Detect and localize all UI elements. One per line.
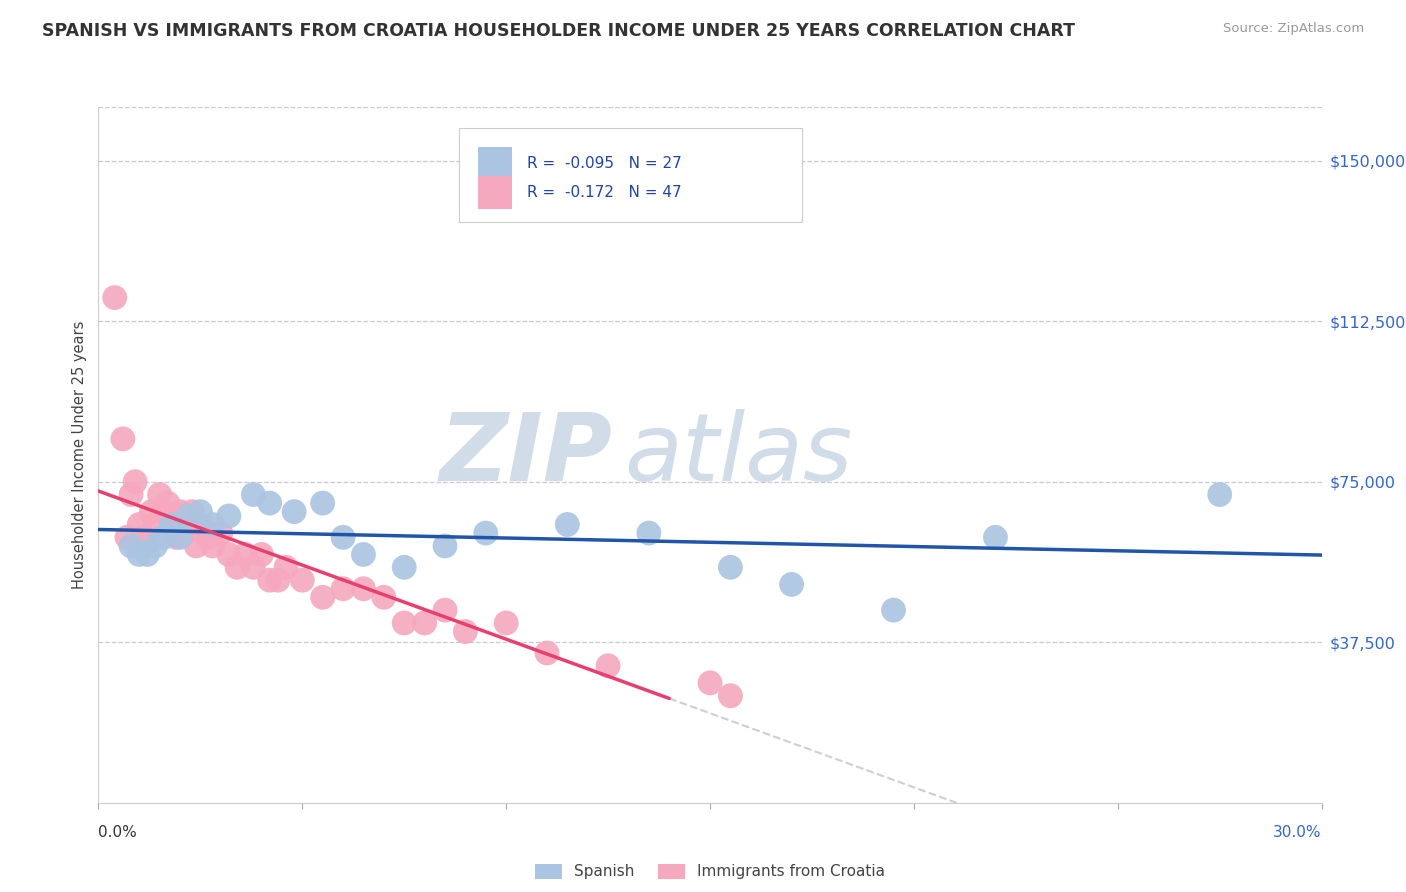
Point [332, 530, 354, 544]
Point [555, 517, 579, 532]
Point [141, 505, 163, 519]
Point [156, 496, 179, 510]
Point [120, 487, 142, 501]
Point [883, 603, 905, 617]
Point [111, 432, 134, 446]
Text: SPANISH VS IMMIGRANTS FROM CROATIA HOUSEHOLDER INCOME UNDER 25 YEARS CORRELATION: SPANISH VS IMMIGRANTS FROM CROATIA HOUSE… [42, 22, 1076, 40]
Text: R =  -0.172   N = 47: R = -0.172 N = 47 [527, 186, 681, 200]
Text: 30.0%: 30.0% [1274, 825, 1322, 840]
Point [536, 646, 558, 660]
Point [780, 577, 803, 591]
Point [169, 530, 191, 544]
Point [177, 508, 200, 523]
Point [352, 582, 374, 596]
Point [226, 560, 249, 574]
Point [177, 517, 200, 532]
Text: atlas: atlas [624, 409, 852, 500]
Point [259, 496, 281, 510]
Point [165, 530, 187, 544]
Point [267, 573, 290, 587]
Point [136, 548, 159, 562]
Point [145, 517, 167, 532]
Point [188, 517, 212, 532]
Point [474, 526, 498, 541]
Point [173, 526, 195, 541]
Point [201, 539, 224, 553]
Point [132, 530, 155, 544]
Point [312, 496, 335, 510]
Point [392, 615, 416, 630]
Point [193, 526, 215, 541]
Point [197, 530, 219, 544]
Point [128, 517, 150, 532]
Text: Source: ZipAtlas.com: Source: ZipAtlas.com [1223, 22, 1364, 36]
Point [718, 689, 742, 703]
Point [160, 517, 183, 532]
Point [120, 539, 142, 553]
Point [149, 487, 172, 501]
Point [152, 530, 174, 544]
Point [242, 560, 264, 574]
Point [201, 517, 224, 532]
Text: R =  -0.095   N = 27: R = -0.095 N = 27 [527, 156, 682, 171]
Point [332, 582, 354, 596]
Point [218, 508, 240, 523]
Point [434, 603, 457, 617]
Point [152, 505, 174, 519]
Point [209, 526, 232, 541]
FancyBboxPatch shape [478, 176, 512, 210]
FancyBboxPatch shape [460, 128, 801, 222]
Point [373, 591, 395, 605]
Point [434, 539, 457, 553]
Point [218, 548, 240, 562]
Point [160, 517, 183, 532]
Point [136, 539, 159, 553]
Point [169, 505, 191, 519]
Point [115, 530, 138, 544]
Point [259, 573, 281, 587]
Point [495, 615, 517, 630]
Point [283, 505, 305, 519]
Point [637, 526, 661, 541]
Point [454, 624, 477, 639]
Legend: Spanish, Immigrants from Croatia: Spanish, Immigrants from Croatia [529, 857, 891, 886]
Point [242, 487, 264, 501]
Point [186, 539, 208, 553]
Point [984, 530, 1007, 544]
Point [250, 548, 273, 562]
Point [352, 548, 374, 562]
Point [413, 615, 436, 630]
Point [145, 539, 167, 553]
Point [181, 505, 204, 519]
Text: ZIP: ZIP [439, 409, 612, 501]
Point [291, 573, 314, 587]
Point [274, 560, 297, 574]
Point [699, 676, 721, 690]
Y-axis label: Householder Income Under 25 years: Householder Income Under 25 years [72, 321, 87, 589]
Text: 0.0%: 0.0% [98, 825, 138, 840]
Point [104, 291, 127, 305]
Point [128, 548, 150, 562]
Point [233, 548, 256, 562]
Point [124, 475, 146, 489]
Point [718, 560, 742, 574]
FancyBboxPatch shape [478, 146, 512, 180]
Point [392, 560, 416, 574]
Point [1209, 487, 1232, 501]
Point [312, 591, 335, 605]
Point [598, 658, 620, 673]
Point [188, 505, 212, 519]
